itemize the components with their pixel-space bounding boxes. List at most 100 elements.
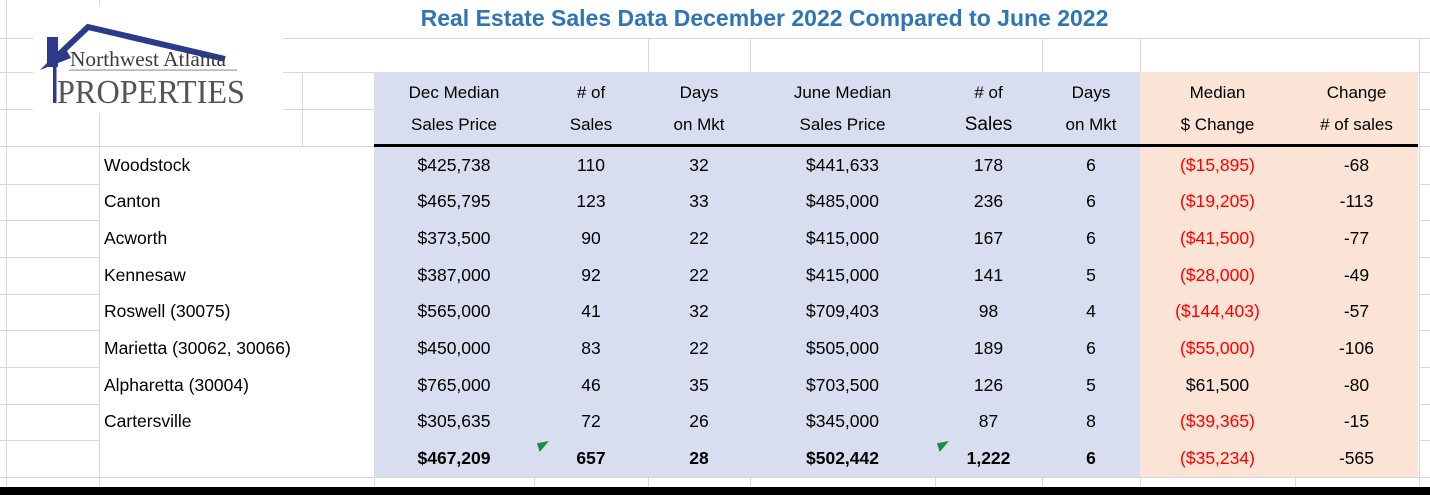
header-underline [374, 144, 1418, 147]
table-header-row: Dec Median Sales Price # of Sales Days o… [374, 72, 1418, 144]
cell-median-change[interactable]: ($19,205) [1180, 191, 1255, 212]
cell-dec-sales[interactable]: 90 [581, 228, 601, 249]
cell-city[interactable]: Roswell (30075) [104, 301, 231, 322]
column-header-june-median-price[interactable]: June Median Sales Price [793, 83, 892, 134]
cell-dec-price-total[interactable]: $467,209 [417, 448, 491, 469]
cell-dec-price[interactable]: $305,635 [417, 411, 491, 432]
column-header-change-num-sales[interactable]: Change # of sales [1320, 83, 1393, 134]
cell-june-price[interactable]: $485,000 [806, 191, 879, 212]
cell-median-change[interactable]: ($55,000) [1180, 338, 1255, 359]
cell-city[interactable]: Canton [104, 191, 161, 212]
cell-median-change[interactable]: ($41,500) [1180, 228, 1255, 249]
table-row: Cartersville $305,635 72 26 $345,000 87 … [0, 404, 1430, 441]
cell-change-sales[interactable]: -15 [1343, 411, 1370, 432]
cell-median-change[interactable]: ($15,895) [1180, 154, 1255, 175]
bottom-edge-bar [0, 487, 1430, 495]
cell-june-price[interactable]: $709,403 [806, 301, 879, 322]
cell-dec-price[interactable]: $387,000 [417, 264, 491, 285]
column-header-dec-num-sales[interactable]: # of Sales [569, 83, 613, 134]
cell-dec-sales[interactable]: 72 [581, 411, 601, 432]
cell-city[interactable]: Cartersville [104, 411, 192, 432]
cell-dec-dom[interactable]: 22 [689, 338, 709, 359]
cell-median-change-total[interactable]: ($35,234) [1180, 448, 1255, 469]
cell-dec-dom[interactable]: 22 [689, 228, 709, 249]
cell-dec-price[interactable]: $565,000 [417, 301, 491, 322]
cell-dec-dom[interactable]: 32 [689, 301, 709, 322]
cell-june-price[interactable]: $703,500 [806, 374, 879, 395]
cell-june-sales[interactable]: 87 [978, 411, 999, 432]
cell-dec-sales[interactable]: 41 [581, 301, 601, 322]
cell-june-dom-total[interactable]: 6 [1086, 448, 1096, 469]
table-row: Kennesaw $387,000 92 22 $415,000 141 5 (… [0, 257, 1430, 294]
table-row: Roswell (30075) $565,000 41 32 $709,403 … [0, 294, 1430, 331]
cell-dec-price[interactable]: $765,000 [417, 374, 491, 395]
cell-dec-dom[interactable]: 26 [689, 411, 709, 432]
cell-median-change[interactable]: ($39,365) [1180, 411, 1255, 432]
cell-june-sales[interactable]: 98 [978, 301, 999, 322]
cell-dec-price[interactable]: $465,795 [417, 191, 491, 212]
cell-june-price[interactable]: $441,633 [806, 154, 879, 175]
house-roof-icon: Northwest Atlanta PROPERTIES [40, 23, 245, 111]
cell-median-change[interactable]: ($144,403) [1175, 301, 1260, 322]
column-header-median-dollar-change[interactable]: Median $ Change [1180, 83, 1255, 134]
cell-june-sales[interactable]: 167 [973, 228, 1004, 249]
cell-median-change[interactable]: $61,500 [1185, 374, 1250, 395]
cell-june-dom[interactable]: 6 [1086, 338, 1096, 359]
cell-dec-dom[interactable]: 35 [689, 374, 709, 395]
cell-june-price[interactable]: $505,000 [806, 338, 879, 359]
column-header-dec-median-price[interactable]: Dec Median Sales Price [408, 83, 500, 134]
cell-june-dom[interactable]: 5 [1086, 374, 1096, 395]
cell-change-sales[interactable]: -113 [1339, 191, 1374, 212]
cell-june-dom[interactable]: 6 [1086, 191, 1096, 212]
cell-change-sales[interactable]: -57 [1343, 301, 1370, 322]
cell-june-sales[interactable]: 141 [973, 264, 1004, 285]
cell-city[interactable]: Kennesaw [104, 264, 186, 285]
cell-dec-sales[interactable]: 110 [577, 154, 605, 175]
cell-dec-sales[interactable]: 83 [581, 338, 601, 359]
cell-dec-sales[interactable]: 46 [581, 374, 601, 395]
table-row: Canton $465,795 123 33 $485,000 236 6 ($… [0, 184, 1430, 221]
cell-city[interactable]: Marietta (30062, 30066) [104, 338, 291, 359]
cell-change-sales[interactable]: -68 [1343, 154, 1370, 175]
table-row: Acworth $373,500 90 22 $415,000 167 6 ($… [0, 220, 1430, 257]
sales-data-fill [374, 72, 1140, 477]
cell-june-dom[interactable]: 5 [1086, 264, 1096, 285]
cell-june-dom[interactable]: 6 [1086, 154, 1096, 175]
cell-june-sales[interactable]: 178 [973, 154, 1004, 175]
cell-june-price[interactable]: $345,000 [806, 411, 879, 432]
cell-june-price[interactable]: $415,000 [806, 264, 879, 285]
cell-dec-sales[interactable]: 92 [581, 264, 601, 285]
cell-june-price[interactable]: $415,000 [806, 228, 879, 249]
cell-change-sales-total[interactable]: -565 [1338, 448, 1375, 469]
cell-dec-sales-total[interactable]: 657 [576, 448, 606, 469]
cell-june-dom[interactable]: 4 [1086, 301, 1096, 322]
formula-error-indicator [937, 441, 949, 452]
cell-dec-price[interactable]: $373,500 [417, 228, 491, 249]
cell-change-sales[interactable]: -106 [1338, 338, 1375, 359]
cell-dec-dom-total[interactable]: 28 [689, 448, 709, 469]
cell-dec-price[interactable]: $425,738 [417, 154, 491, 175]
cell-june-sales[interactable]: 189 [973, 338, 1004, 359]
cell-june-dom[interactable]: 6 [1086, 228, 1096, 249]
cell-dec-sales[interactable]: 123 [576, 191, 606, 212]
cell-june-sales-total[interactable]: 1,222 [966, 448, 1011, 469]
cell-median-change[interactable]: ($28,000) [1180, 264, 1255, 285]
cell-change-sales[interactable]: -80 [1343, 374, 1370, 395]
column-header-june-num-sales[interactable]: # of Sales [964, 83, 1013, 135]
column-header-june-days-on-mkt[interactable]: Days on Mkt [1065, 83, 1117, 134]
cell-change-sales[interactable]: -77 [1343, 228, 1370, 249]
cell-change-sales[interactable]: -49 [1343, 264, 1370, 285]
cell-dec-dom[interactable]: 22 [689, 264, 709, 285]
cell-dec-dom[interactable]: 33 [689, 191, 709, 212]
cell-city[interactable]: Acworth [104, 228, 168, 249]
cell-city[interactable]: Alpharetta (30004) [104, 374, 249, 395]
cell-june-sales[interactable]: 236 [973, 191, 1004, 212]
cell-dec-dom[interactable]: 32 [689, 154, 709, 175]
cell-june-price-total[interactable]: $502,442 [806, 448, 879, 469]
cell-june-dom[interactable]: 8 [1086, 411, 1096, 432]
cell-dec-price[interactable]: $450,000 [417, 338, 491, 359]
cell-june-sales[interactable]: 126 [973, 374, 1004, 395]
column-header-dec-days-on-mkt[interactable]: Days on Mkt [673, 83, 725, 134]
cell-city[interactable]: Woodstock [104, 154, 191, 175]
